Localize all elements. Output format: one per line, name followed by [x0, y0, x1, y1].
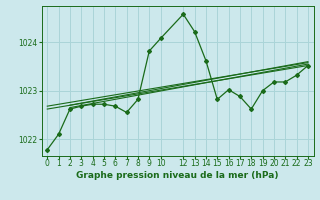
X-axis label: Graphe pression niveau de la mer (hPa): Graphe pression niveau de la mer (hPa) — [76, 171, 279, 180]
